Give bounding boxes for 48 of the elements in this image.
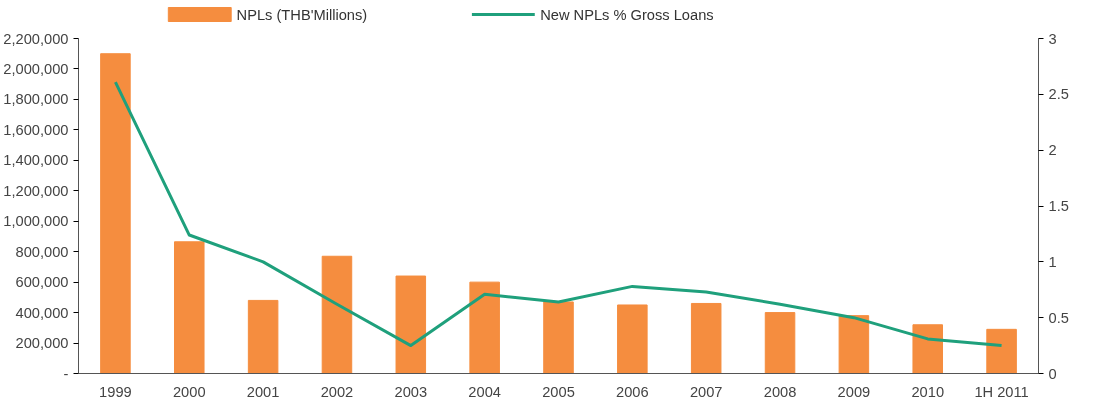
y-tick-label: 1,400,000 <box>3 152 69 169</box>
x-tick-label: 2000 <box>172 383 206 400</box>
bar <box>247 299 279 374</box>
y-tick-label: - <box>63 365 69 382</box>
line-series <box>113 80 1004 348</box>
y-tick-label: 600,000 <box>15 274 69 291</box>
bar <box>543 301 574 374</box>
y2-tick-label: 0.5 <box>1048 309 1069 326</box>
y-tick-label: 1,600,000 <box>3 121 69 138</box>
bar <box>986 328 1017 374</box>
y-tick-label: 2,000,000 <box>3 60 69 77</box>
bar <box>838 315 870 374</box>
x-tick-label: 2001 <box>246 383 280 400</box>
y2-tick-label: 1 <box>1048 253 1057 270</box>
x-tick-label: 2010 <box>911 383 945 400</box>
x-tick-label: 2008 <box>763 383 797 400</box>
x-tick-label: 2005 <box>542 383 575 400</box>
bar <box>912 324 943 374</box>
x-tick-label: 1H 2011 <box>974 383 1029 400</box>
x-tick-label: 2004 <box>468 383 501 400</box>
x-tick-label: 2007 <box>689 383 723 400</box>
bar <box>174 241 205 374</box>
y2-tick-label: 3 <box>1048 30 1057 47</box>
bar <box>321 255 353 374</box>
bar <box>395 275 427 374</box>
y2-tick-label: 1.5 <box>1048 198 1069 214</box>
y2-tick-label: 2 <box>1048 142 1057 159</box>
y-tick-label: 1,800,000 <box>3 91 69 108</box>
x-tick-label: 1999 <box>99 383 132 400</box>
legend-label: New NPLs % Gross Loans <box>540 6 714 23</box>
bar <box>617 304 648 374</box>
bar <box>764 312 796 374</box>
y-tick-label: 1,000,000 <box>3 213 69 230</box>
y-tick-label: 200,000 <box>15 335 69 352</box>
bar <box>100 53 131 374</box>
x-tick-label: 2009 <box>837 383 871 400</box>
bar <box>469 281 500 374</box>
x-tick-label: 2002 <box>320 383 354 400</box>
legend-label: NPLs (THB'Millions) <box>236 6 368 23</box>
x-tick-label: 2003 <box>394 383 428 400</box>
y2-tick-label: 2.5 <box>1048 86 1069 103</box>
y-tick-label: 1,200,000 <box>3 182 69 199</box>
y-tick-label: 800,000 <box>15 243 69 260</box>
y-tick-label: 400,000 <box>15 304 69 321</box>
y-tick-label: 2,200,000 <box>3 30 69 47</box>
y2-tick-label: 0 <box>1048 365 1057 382</box>
x-tick-label: 2006 <box>616 383 649 400</box>
bar <box>690 302 722 374</box>
